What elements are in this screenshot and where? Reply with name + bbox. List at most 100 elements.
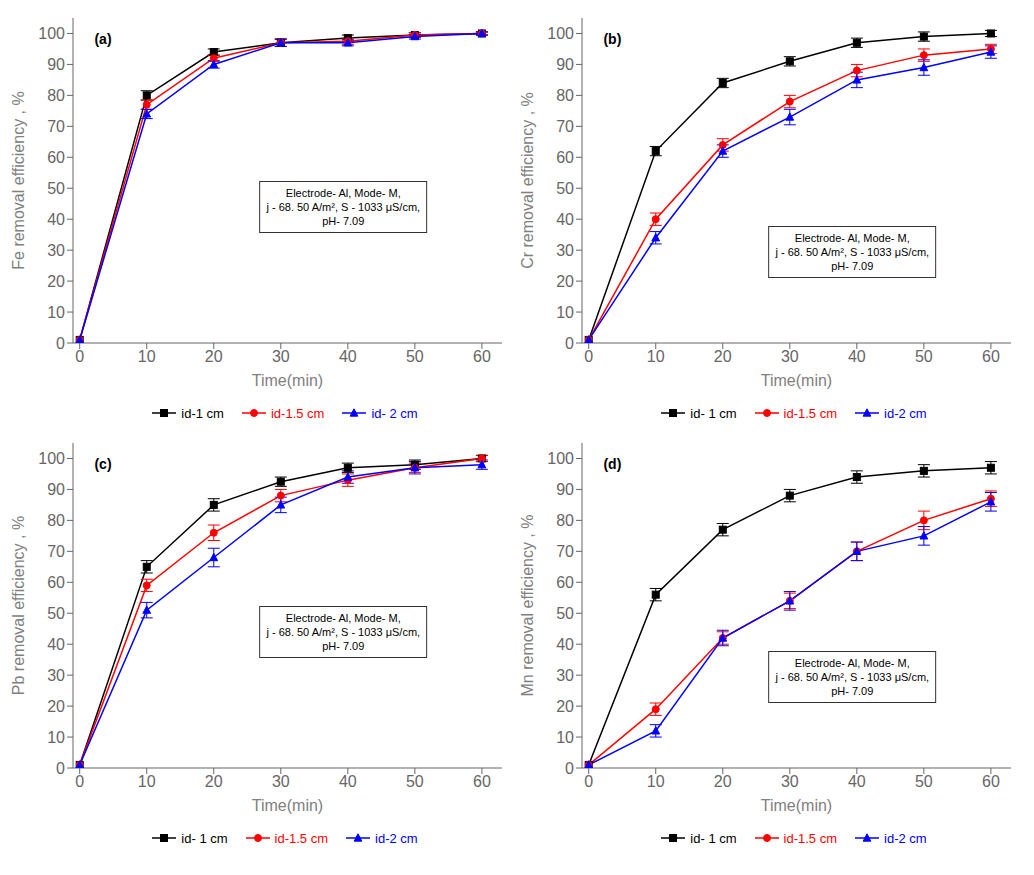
- svg-text:60: 60: [982, 348, 1000, 365]
- svg-text:0: 0: [565, 760, 574, 777]
- svg-text:40: 40: [339, 348, 357, 365]
- svg-text:0: 0: [75, 348, 84, 365]
- svg-text:Pb removal efficiency , %: Pb removal efficiency , %: [10, 516, 27, 695]
- svg-text:100: 100: [547, 450, 574, 467]
- svg-text:Time(min): Time(min): [761, 797, 832, 814]
- html-text:Electrode- Al, Mode- M, j - 68: Electrode- Al, Mode- M, j - 68. 50 A/m²,…: [266, 611, 421, 652]
- svg-text:10: 10: [138, 348, 156, 365]
- svg-text:10: 10: [556, 729, 574, 746]
- html-text:id-2 cm: id-2 cm: [884, 830, 927, 846]
- html-text:id- 1 cm: id- 1 cm: [181, 830, 228, 846]
- svg-text:40: 40: [556, 211, 574, 228]
- svg-text:20: 20: [47, 273, 65, 290]
- svg-text:60: 60: [473, 773, 491, 790]
- svg-text:50: 50: [406, 773, 424, 790]
- html-text:Electrode- Al, Mode- M, j - 68: Electrode- Al, Mode- M, j - 68. 50 A/m²,…: [775, 657, 930, 697]
- html-text:id-1.5 cm: id-1.5 cm: [274, 830, 328, 846]
- svg-text:60: 60: [47, 149, 65, 166]
- svg-text:90: 90: [556, 481, 574, 498]
- svg-text:70: 70: [556, 543, 574, 560]
- svg-text:20: 20: [714, 773, 732, 790]
- svg-text:0: 0: [56, 335, 65, 352]
- svg-text:20: 20: [47, 698, 65, 715]
- svg-text:50: 50: [556, 605, 574, 622]
- svg-text:40: 40: [556, 636, 574, 653]
- html-text:id- 1 cm: id- 1 cm: [690, 405, 737, 421]
- svg-text:30: 30: [556, 667, 574, 684]
- html-text:id-2 cm: id-2 cm: [884, 405, 927, 421]
- svg-text:60: 60: [47, 574, 65, 591]
- svg-text:20: 20: [556, 273, 574, 290]
- html-text:(c): (c): [94, 456, 112, 472]
- svg-text:60: 60: [556, 574, 574, 591]
- svg-text:20: 20: [205, 348, 223, 365]
- svg-text:20: 20: [556, 698, 574, 715]
- html-text:id-1.5 cm: id-1.5 cm: [783, 405, 837, 421]
- svg-text:40: 40: [47, 636, 65, 653]
- svg-text:0: 0: [565, 335, 574, 352]
- svg-text:40: 40: [47, 211, 65, 228]
- svg-text:30: 30: [47, 667, 65, 684]
- svg-text:30: 30: [556, 242, 574, 259]
- html-text:id-1 cm: id-1 cm: [181, 405, 224, 421]
- svg-text:10: 10: [47, 304, 65, 321]
- svg-text:50: 50: [47, 180, 65, 197]
- html-text:id-1.5 cm: id-1.5 cm: [783, 830, 837, 846]
- svg-text:Mn removal efficiency , %: Mn removal efficiency , %: [519, 515, 536, 697]
- svg-text:80: 80: [556, 512, 574, 529]
- svg-text:40: 40: [848, 773, 866, 790]
- svg-text:30: 30: [272, 773, 290, 790]
- svg-text:20: 20: [714, 348, 732, 365]
- svg-text:50: 50: [406, 348, 424, 365]
- svg-text:10: 10: [647, 348, 665, 365]
- svg-text:Time(min): Time(min): [761, 372, 832, 389]
- svg-text:50: 50: [47, 605, 65, 622]
- html-text:id- 2 cm: id- 2 cm: [371, 405, 418, 421]
- svg-text:10: 10: [556, 304, 574, 321]
- svg-text:50: 50: [915, 348, 933, 365]
- svg-text:100: 100: [547, 25, 574, 42]
- html-text:(d): (d): [603, 456, 622, 472]
- html-text:id- 1 cm: id- 1 cm: [690, 830, 737, 846]
- svg-text:100: 100: [38, 25, 65, 42]
- svg-text:100: 100: [38, 450, 65, 467]
- svg-text:Cr removal efficiency , %: Cr removal efficiency , %: [519, 92, 536, 269]
- html-text:(a): (a): [94, 31, 112, 47]
- html-text:Electrode- Al, Mode- M, j - 68: Electrode- Al, Mode- M, j - 68. 50 A/m²,…: [266, 186, 421, 227]
- svg-text:20: 20: [205, 773, 223, 790]
- svg-text:60: 60: [982, 773, 1000, 790]
- svg-text:70: 70: [47, 543, 65, 560]
- svg-text:80: 80: [47, 512, 65, 529]
- svg-text:70: 70: [47, 118, 65, 135]
- svg-text:40: 40: [848, 348, 866, 365]
- svg-text:10: 10: [647, 773, 665, 790]
- html-text:id-2 cm: id-2 cm: [375, 830, 418, 846]
- svg-text:30: 30: [272, 348, 290, 365]
- svg-text:0: 0: [584, 773, 593, 790]
- svg-text:0: 0: [584, 348, 593, 365]
- svg-text:40: 40: [339, 773, 357, 790]
- svg-text:Fe removal efficiency , %: Fe removal efficiency , %: [10, 91, 27, 269]
- html-text:id-1.5 cm: id-1.5 cm: [271, 405, 325, 421]
- svg-text:30: 30: [781, 348, 799, 365]
- svg-text:50: 50: [556, 180, 574, 197]
- svg-text:90: 90: [556, 56, 574, 73]
- html-text:(b): (b): [603, 31, 622, 47]
- svg-text:10: 10: [138, 773, 156, 790]
- svg-text:Time(min): Time(min): [252, 797, 323, 814]
- svg-text:60: 60: [556, 149, 574, 166]
- svg-text:60: 60: [473, 348, 491, 365]
- svg-text:70: 70: [556, 118, 574, 135]
- svg-text:80: 80: [47, 87, 65, 104]
- svg-text:0: 0: [75, 773, 84, 790]
- svg-text:80: 80: [556, 87, 574, 104]
- svg-text:30: 30: [781, 773, 799, 790]
- svg-text:Time(min): Time(min): [252, 372, 323, 389]
- svg-text:90: 90: [47, 56, 65, 73]
- html-text:Electrode- Al, Mode- M, j - 68: Electrode- Al, Mode- M, j - 68. 50 A/m²,…: [775, 232, 930, 272]
- svg-text:30: 30: [47, 242, 65, 259]
- svg-text:50: 50: [915, 773, 933, 790]
- svg-text:0: 0: [56, 760, 65, 777]
- svg-text:90: 90: [47, 481, 65, 498]
- svg-text:10: 10: [47, 729, 65, 746]
